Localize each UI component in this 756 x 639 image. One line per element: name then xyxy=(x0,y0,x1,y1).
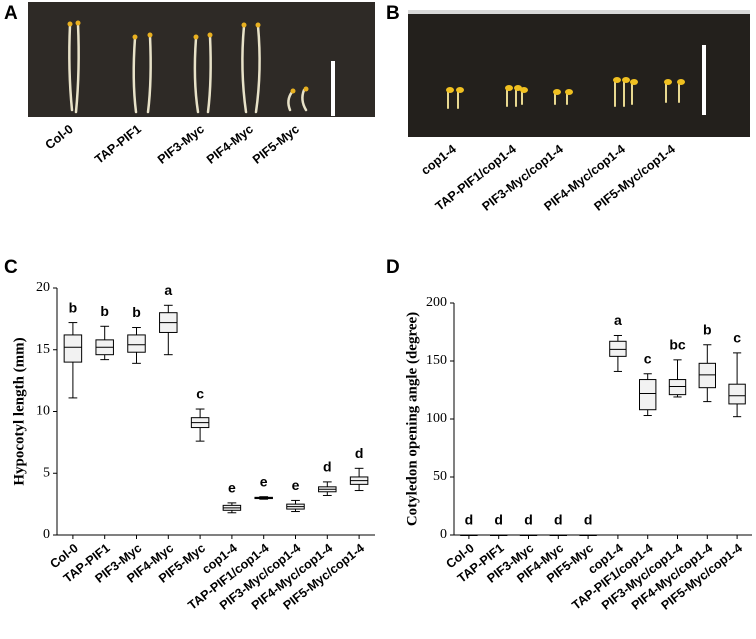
significance-letter: d xyxy=(554,512,563,528)
photo-label: Col-0 xyxy=(43,122,76,152)
significance-letter: d xyxy=(323,459,332,475)
box xyxy=(63,334,83,363)
box xyxy=(639,379,657,411)
significance-letter: e xyxy=(228,480,236,496)
y-tick-label: 5 xyxy=(43,465,50,480)
significance-letter: b xyxy=(703,321,712,337)
photo-b xyxy=(408,10,750,137)
y-tick-label: 200 xyxy=(426,295,447,310)
significance-letter: e xyxy=(292,477,300,493)
photo-label: PIF3-Myc xyxy=(155,122,207,167)
y-tick-label: 20 xyxy=(36,280,50,295)
photo-label: PIF5-Myc xyxy=(250,122,302,167)
significance-letter: d xyxy=(524,512,533,528)
box xyxy=(728,383,746,405)
photo-label: PIF4-Myc xyxy=(204,122,256,167)
significance-letter: a xyxy=(614,312,622,328)
significance-letter: d xyxy=(355,445,364,461)
photo-a xyxy=(28,2,375,117)
panel-label: D xyxy=(386,257,400,278)
significance-letter: e xyxy=(260,473,268,489)
significance-letter: b xyxy=(100,303,109,319)
significance-letter: c xyxy=(733,330,741,346)
y-tick-label: 50 xyxy=(433,469,447,484)
panel-label: A xyxy=(4,3,18,24)
box xyxy=(127,334,146,353)
y-tick-label: 0 xyxy=(440,527,447,542)
y-tick-label: 0 xyxy=(43,527,50,542)
panel-label: C xyxy=(4,257,18,278)
significance-letter: d xyxy=(584,512,593,528)
significance-letter: c xyxy=(196,386,204,402)
significance-letter: b xyxy=(132,304,141,320)
significance-letter: d xyxy=(465,512,474,528)
significance-letter: c xyxy=(644,350,652,366)
y-tick-label: 150 xyxy=(426,353,447,368)
photo-label: TAP-PIF1 xyxy=(92,122,144,167)
significance-letter: b xyxy=(69,299,78,315)
significance-letter: a xyxy=(164,282,172,298)
y-tick-label: 100 xyxy=(426,411,447,426)
box xyxy=(668,379,687,396)
box xyxy=(698,362,716,389)
y-tick-label: 10 xyxy=(36,404,50,419)
significance-letter: d xyxy=(494,512,503,528)
y-axis-label: Hypocotyl length (mm) xyxy=(11,337,27,485)
panel-label: B xyxy=(386,3,400,24)
y-tick-label: 15 xyxy=(36,342,50,357)
photo-label: cop1-4 xyxy=(419,142,459,178)
significance-letter: bc xyxy=(669,337,686,353)
y-axis-label: Cotyledon opening angle (degree) xyxy=(404,312,420,526)
box xyxy=(609,340,627,357)
